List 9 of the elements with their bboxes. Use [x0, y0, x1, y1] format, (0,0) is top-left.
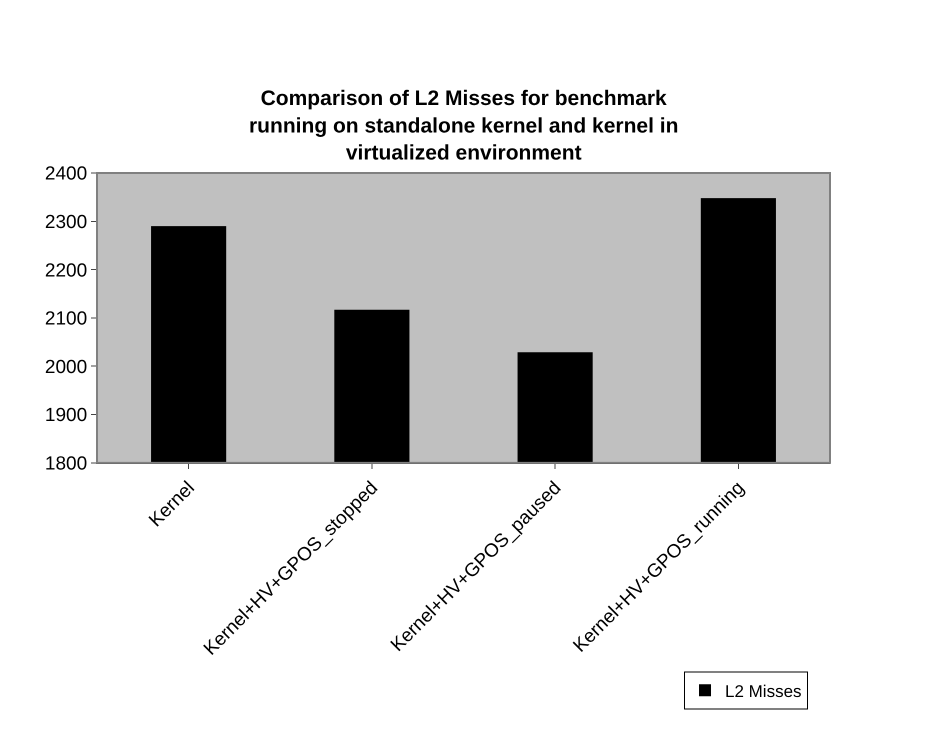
- y-tick-label: 2300: [44, 212, 88, 233]
- legend-label: L2 Misses: [725, 682, 802, 701]
- y-tick-label: 2100: [44, 308, 88, 330]
- y-tick-label: 2400: [44, 164, 88, 185]
- y-tick-label: 2000: [44, 356, 88, 378]
- y-tick-label: 1800: [44, 454, 88, 474]
- y-tick-label: 1900: [44, 405, 88, 426]
- chart-title: Comparison of L2 Misses for benchmark running on standalone kernel and kernel in virtualized environment: [249, 87, 678, 165]
- y-tick-label: 2200: [44, 260, 88, 282]
